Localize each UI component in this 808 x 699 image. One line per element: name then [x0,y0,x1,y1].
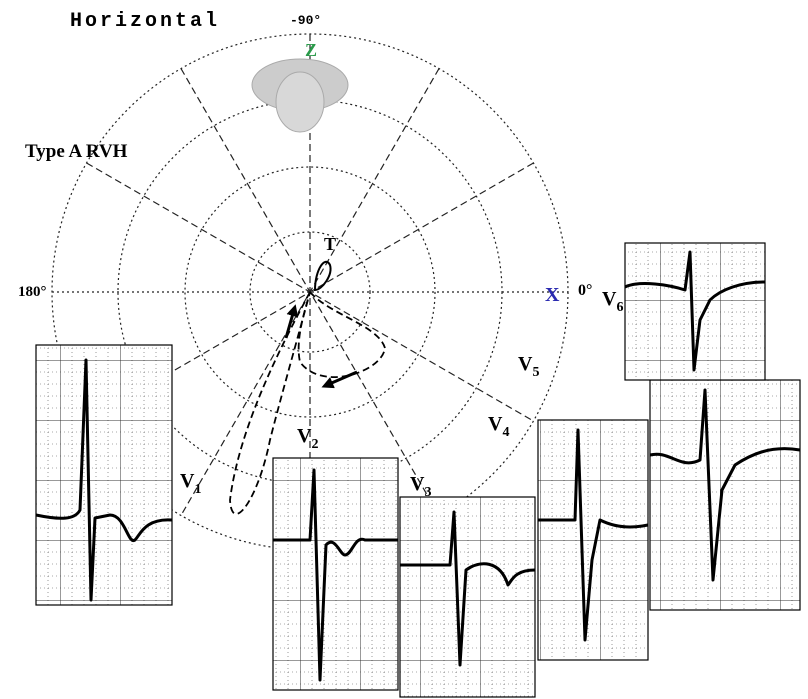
lead-label: V4 [488,413,509,440]
lead-letter: V [180,470,195,492]
t-loop [313,260,332,292]
lead-label: V6 [602,288,623,315]
lead-label: V1 [180,470,201,497]
head-icon [251,58,349,133]
left-angle: 180° [18,284,47,300]
title: Horizontal [70,10,220,33]
lead-label: V3 [410,473,431,500]
x-axis: X [545,284,560,306]
lead-letter: V [518,353,533,375]
right-angle: 0° [578,282,592,299]
z-axis: Z [305,40,317,60]
lead-letter: V [488,413,503,435]
lead-letter: V [410,473,425,495]
lead-subscript: 1 [194,482,201,497]
lead-subscript: 5 [532,365,539,380]
direction-arrows [284,304,358,389]
qrs-loop [229,291,386,515]
lead-subscript: 4 [502,425,509,440]
ecg-strips [35,242,801,698]
diagnosis: Type A RVH [25,141,128,162]
lead-subscript: 6 [616,300,623,315]
lead-label: V2 [297,425,318,452]
lead-label: V5 [518,353,539,380]
t-label: T [324,234,336,254]
lead-subscript: 2 [311,437,318,452]
top-angle: -90° [290,13,321,28]
lead-subscript: 3 [424,485,431,500]
lead-letter: V [602,288,617,310]
lead-letter: V [297,425,312,447]
